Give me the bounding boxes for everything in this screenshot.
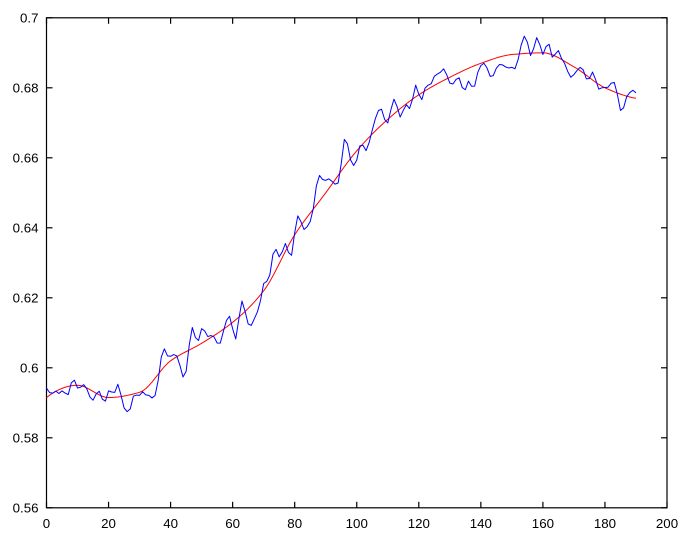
svg-text:160: 160	[532, 516, 554, 531]
svg-text:0: 0	[43, 516, 50, 531]
svg-text:40: 40	[163, 516, 178, 531]
svg-text:0.68: 0.68	[13, 80, 39, 95]
svg-text:0.58: 0.58	[13, 430, 39, 445]
svg-text:140: 140	[470, 516, 492, 531]
svg-text:180: 180	[594, 516, 616, 531]
svg-text:200: 200	[656, 516, 678, 531]
svg-text:60: 60	[225, 516, 240, 531]
svg-text:0.7: 0.7	[20, 10, 39, 25]
svg-text:100: 100	[346, 516, 368, 531]
svg-text:0.6: 0.6	[20, 360, 39, 375]
svg-text:120: 120	[408, 516, 430, 531]
svg-text:80: 80	[287, 516, 302, 531]
svg-text:0.66: 0.66	[13, 150, 39, 165]
svg-text:20: 20	[101, 516, 116, 531]
svg-text:0.62: 0.62	[13, 290, 39, 305]
svg-text:0.64: 0.64	[13, 220, 39, 235]
svg-text:0.56: 0.56	[13, 500, 39, 515]
